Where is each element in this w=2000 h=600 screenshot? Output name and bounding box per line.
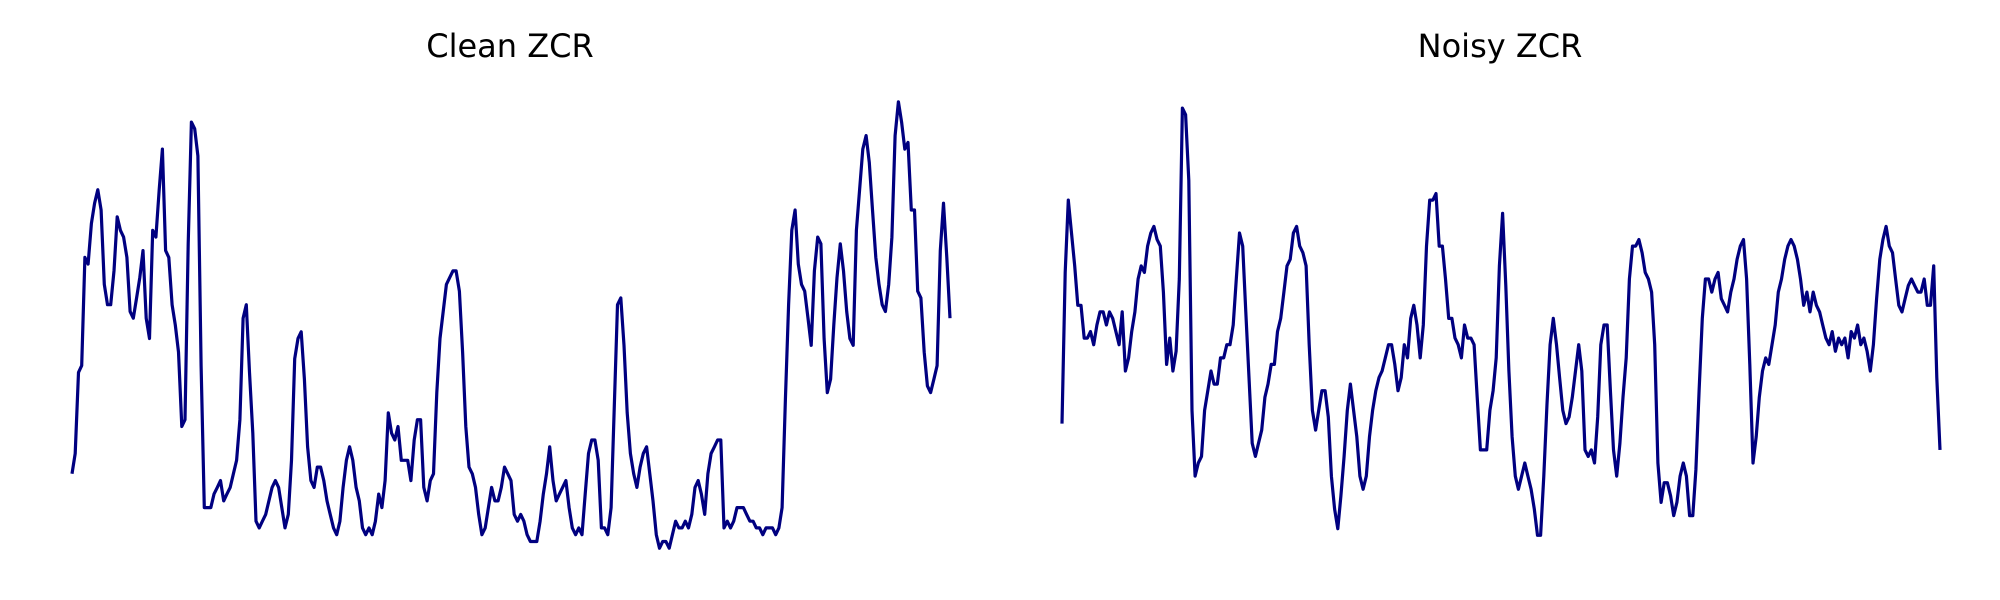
clean-zcr-plot-area [70,100,952,550]
noisy-zcr-panel: Noisy ZCR [1060,27,1942,537]
noisy-zcr-plot-area [1060,106,1942,537]
noisy-zcr-title: Noisy ZCR [1418,27,1583,65]
clean-zcr-panel: Clean ZCR [70,27,952,550]
noisy-zcr-series-line-0 [1060,106,1942,537]
clean-zcr-title: Clean ZCR [426,27,593,65]
clean-zcr-series-line-0 [70,100,952,550]
